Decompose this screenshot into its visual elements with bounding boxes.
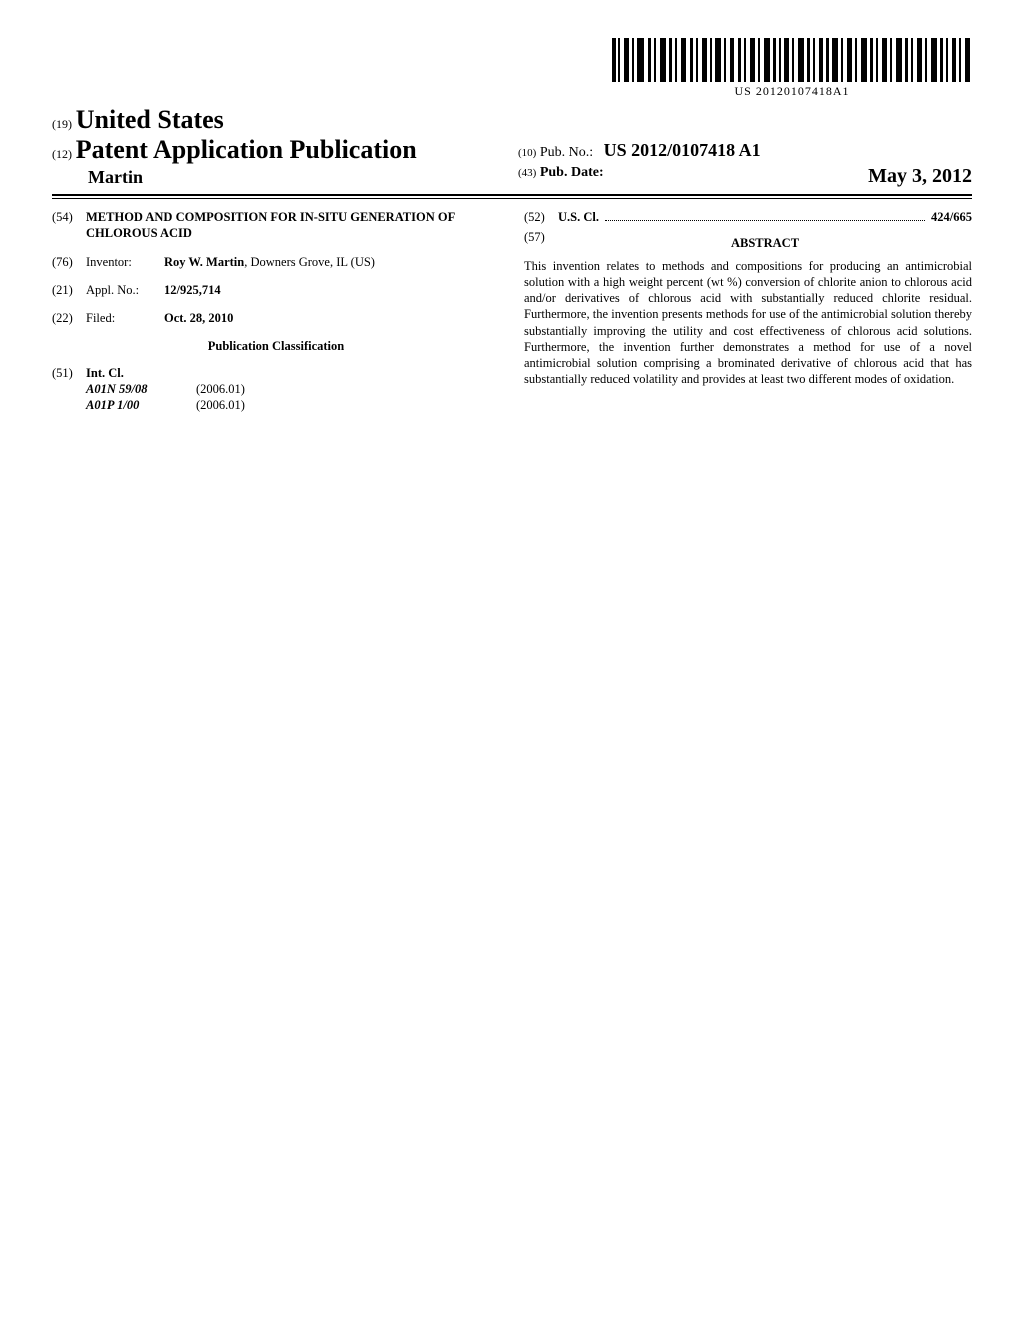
barcode-text: US 20120107418A1	[612, 84, 972, 99]
pubdate-value: May 3, 2012	[868, 165, 972, 188]
pubdate-label: Pub. Date:	[540, 165, 604, 180]
publication-type: Patent Application Publication	[76, 135, 417, 164]
barcode-area: US 20120107418A1	[52, 38, 972, 99]
abstract-inid: (57)	[524, 229, 558, 257]
country-inid: (19)	[52, 117, 72, 131]
author-surname: Martin	[88, 167, 506, 188]
header: (19) United States (12) Patent Applicati…	[52, 105, 972, 188]
inventor-location: , Downers Grove, IL (US)	[244, 255, 375, 269]
uscl-inid: (52)	[524, 209, 558, 225]
left-column: (54) METHOD AND COMPOSITION FOR IN-SITU …	[52, 209, 500, 413]
pubno-label: Pub. No.:	[540, 145, 593, 160]
right-column: (52) U.S. Cl. 424/665 (57) ABSTRACT This…	[524, 209, 972, 413]
applno-label: Appl. No.:	[86, 282, 164, 298]
header-rule-thick	[52, 194, 972, 196]
title-inid: (54)	[52, 209, 86, 242]
applno-value: 12/925,714	[164, 282, 500, 298]
body-columns: (54) METHOD AND COMPOSITION FOR IN-SITU …	[52, 209, 972, 413]
uscl-value: 424/665	[931, 209, 972, 225]
uscl-label: U.S. Cl.	[558, 209, 599, 225]
intcl-version: (2006.01)	[196, 381, 500, 397]
applno-inid: (21)	[52, 282, 86, 298]
intcl-version: (2006.01)	[196, 397, 500, 413]
intcl-code: A01P 1/00	[86, 397, 196, 413]
intcl-label: Int. Cl.	[86, 365, 500, 381]
header-rule-thin	[52, 198, 972, 199]
abstract-heading: ABSTRACT	[558, 235, 972, 251]
pubtype-inid: (12)	[52, 147, 72, 161]
inventor-inid: (76)	[52, 254, 86, 270]
publication-classification-heading: Publication Classification	[52, 338, 500, 354]
barcode: US 20120107418A1	[612, 38, 972, 99]
pubno-inid: (10)	[518, 147, 536, 159]
dotted-leader	[605, 219, 925, 221]
filed-value: Oct. 28, 2010	[164, 310, 500, 326]
inventor-label: Inventor:	[86, 254, 164, 270]
pubdate-inid: (43)	[518, 167, 536, 179]
filed-inid: (22)	[52, 310, 86, 326]
intcl-code: A01N 59/08	[86, 381, 196, 397]
filed-label: Filed:	[86, 310, 164, 326]
pubno-value: US 2012/0107418 A1	[604, 140, 761, 160]
barcode-icon	[612, 38, 972, 82]
invention-title: METHOD AND COMPOSITION FOR IN-SITU GENER…	[86, 209, 500, 242]
abstract-text: This invention relates to methods and co…	[524, 258, 972, 388]
intcl-inid: (51)	[52, 365, 86, 414]
country-name: United States	[76, 105, 224, 134]
inventor-name: Roy W. Martin	[164, 255, 244, 269]
